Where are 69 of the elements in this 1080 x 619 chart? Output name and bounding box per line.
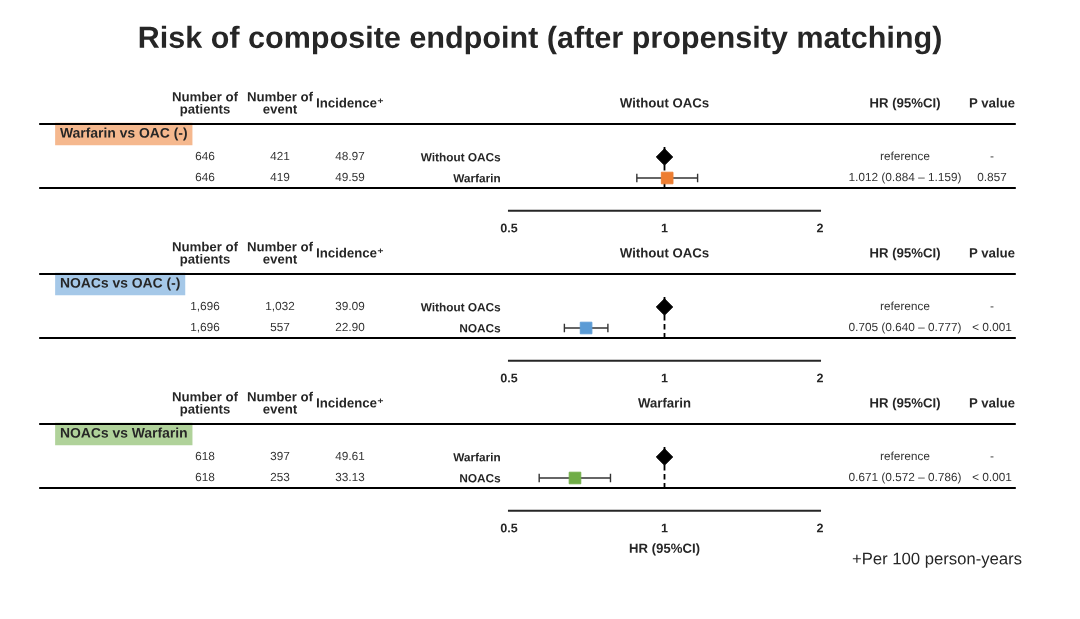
text: Warfarin <box>638 397 691 408</box>
text: 1.012 (0.884 – 1.159) <box>849 172 961 184</box>
text: 0.705 (0.640 – 0.777) <box>849 322 961 334</box>
text: 421 <box>270 151 290 161</box>
text: 646 <box>195 151 215 161</box>
text: +Per 100 person-years <box>852 552 1022 568</box>
x-tick-label: 0.5 <box>500 373 518 383</box>
x-tick-label: 1 <box>661 223 668 233</box>
text: Incidence⁺ <box>316 397 384 408</box>
text: 39.09 <box>335 301 365 311</box>
text: 419 <box>270 172 290 182</box>
text: < 0.001 <box>972 322 1012 332</box>
text: P value <box>969 247 1015 258</box>
chart-title: Risk of composite endpoint (after propensity matching) <box>139 25 941 55</box>
text: - <box>990 156 994 158</box>
text: < 0.001 <box>972 472 1012 482</box>
text: 646 <box>195 172 215 182</box>
y-axis-title: NOACs vs Warfarin <box>60 427 187 438</box>
text: 0.857 <box>977 172 1007 182</box>
text: 49.61 <box>335 451 365 461</box>
x-axis-title: HR (95%CI) <box>629 543 700 556</box>
text: Incidence⁺ <box>316 247 384 258</box>
y-tick-label: Warfarin <box>453 173 500 183</box>
y-tick-label: NOACs <box>460 474 501 483</box>
text: reference <box>880 451 930 461</box>
text: 557 <box>270 322 290 332</box>
x-tick-label: 2 <box>816 223 823 233</box>
text: Incidence⁺ <box>316 97 384 108</box>
y-tick-label: Without OACs <box>420 302 501 312</box>
text: - <box>990 306 994 308</box>
text: P value <box>969 397 1015 408</box>
text: 618 <box>195 451 215 461</box>
y-axis-title: NOACs vs OAC (-) <box>60 277 180 291</box>
y-tick-label: Without OACs <box>420 152 501 162</box>
text: reference <box>880 151 930 161</box>
text: Without OACs <box>619 97 709 108</box>
text: Number of patients <box>172 91 239 117</box>
text: 0.671 (0.572 – 0.786) <box>849 472 961 484</box>
text: Number of event <box>247 241 314 264</box>
text: 33.13 <box>335 472 365 482</box>
text: 1,032 <box>266 301 295 312</box>
text: Number of patients <box>172 241 239 267</box>
text: 49.59 <box>335 172 365 182</box>
text: HR (95%CI) <box>870 97 940 111</box>
text: 253 <box>270 472 290 482</box>
text: 618 <box>195 472 215 482</box>
y-tick-label: Warfarin <box>453 452 500 462</box>
x-tick-label: 0.5 <box>500 523 518 533</box>
y-tick-label: NOACs <box>460 324 501 333</box>
text: HR (95%CI) <box>870 247 940 261</box>
text: HR (95%CI) <box>870 397 940 411</box>
text: 1,696 <box>191 322 220 333</box>
text: 397 <box>270 451 290 461</box>
x-tick-label: 0.5 <box>500 223 518 233</box>
text: Number of event <box>247 91 314 114</box>
x-tick-label: 2 <box>816 523 823 533</box>
text: 1,696 <box>191 301 220 312</box>
x-tick-label: 2 <box>816 373 823 383</box>
x-tick-label: 1 <box>661 373 668 383</box>
y-axis-title: Warfarin vs OAC (-) <box>60 127 187 141</box>
text: Number of patients <box>172 391 239 417</box>
text: 48.97 <box>335 151 365 161</box>
text: reference <box>880 301 930 311</box>
text: - <box>990 456 994 458</box>
text: Without OACs <box>619 247 709 258</box>
text: P value <box>969 97 1015 108</box>
text: Number of event <box>247 391 314 414</box>
text: 22.90 <box>335 322 365 332</box>
x-tick-label: 1 <box>661 523 668 533</box>
